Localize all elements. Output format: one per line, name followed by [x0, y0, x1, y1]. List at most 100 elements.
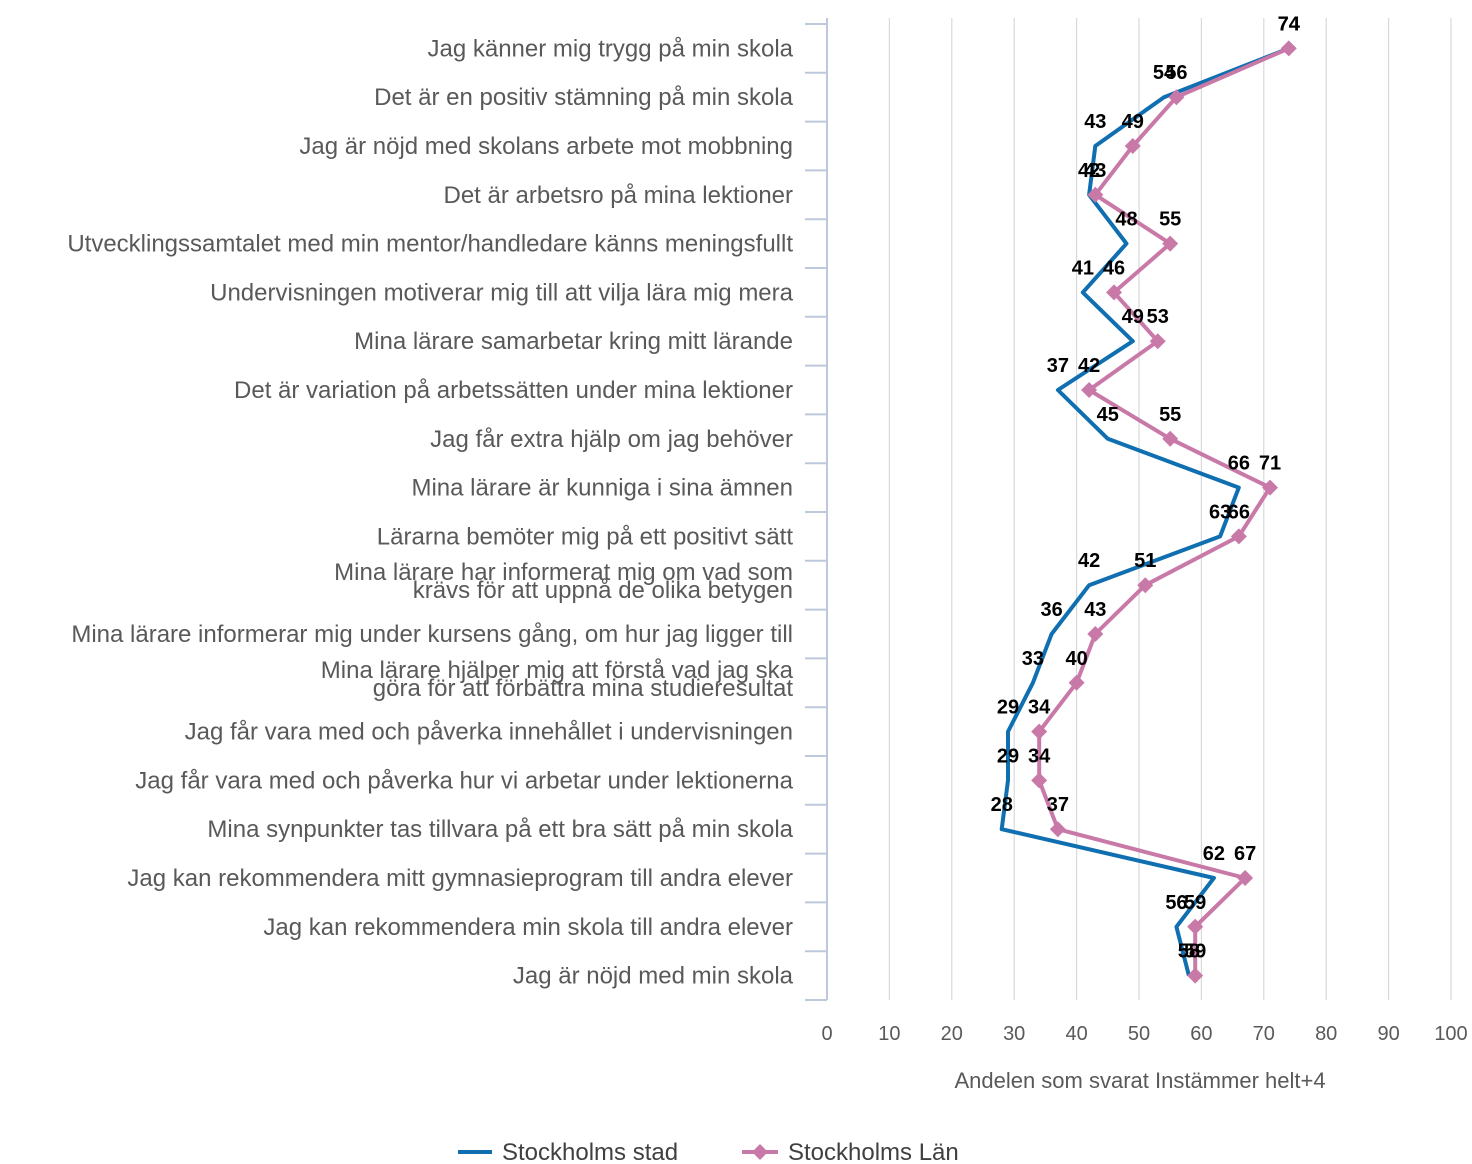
grid-lines	[888, 18, 1452, 1000]
data-label-stockholms-l-n: 67	[1234, 843, 1256, 865]
category-label: Lärarna bemöter mig på ett positivt sätt	[377, 523, 794, 550]
point-stockholms-l-n	[1106, 284, 1123, 301]
point-stockholms-l-n	[1124, 138, 1141, 154]
legend: Stockholms stad Stockholms Län	[458, 1139, 959, 1164]
data-label-stockholms-stad: 49	[1122, 306, 1144, 328]
series-line-stockholms-l-n	[1037, 46, 1290, 976]
point-stockholms-l-n	[1049, 821, 1066, 838]
x-tick-100: 100	[1434, 1023, 1467, 1045]
data-label-stockholms-l-n: 59	[1184, 892, 1206, 914]
x-tick-labels: 0 10 20 30 40 50 60 70 80 90 100	[821, 1023, 1467, 1045]
data-label-stockholms-l-n: 53	[1147, 306, 1169, 328]
category-label: Jag får extra hjälp om jag behöver	[430, 426, 793, 453]
category-label: Det är en positiv stämning på min skola	[374, 84, 794, 111]
point-stockholms-l-n	[1087, 186, 1104, 203]
point-stockholms-l-n	[1149, 333, 1166, 350]
x-tick-20: 20	[941, 1023, 963, 1045]
data-label-stockholms-stad: 29	[997, 745, 1019, 767]
data-label-stockholms-l-n: 34	[1028, 745, 1051, 767]
series-lines	[999, 40, 1297, 984]
data-label-stockholms-l-n: 59	[1184, 941, 1206, 963]
legend-label-stockholms-lan: Stockholms Län	[788, 1139, 959, 1164]
series-line-stockholms-stad	[999, 46, 1290, 977]
data-labels: 7454434248414937456663423633292928625658…	[991, 13, 1301, 962]
legend-label-stockholms-stad: Stockholms stad	[502, 1139, 678, 1164]
data-label-stockholms-l-n: 46	[1103, 257, 1125, 279]
data-label-stockholms-l-n: 37	[1047, 794, 1069, 816]
data-label-stockholms-stad: 56	[1165, 892, 1187, 914]
category-label: Det är variation på arbetssätten under m…	[234, 377, 793, 404]
category-label: Mina lärare informerar mig under kursens…	[71, 621, 793, 648]
category-label: Jag känner mig trygg på min skola	[427, 35, 793, 62]
point-stockholms-l-n	[1031, 772, 1048, 789]
category-label: Jag är nöjd med skolans arbete mot mobbn…	[299, 133, 793, 160]
data-label-stockholms-stad: 54	[1153, 62, 1176, 84]
category-label: Mina lärare hjälper mig att förstå vad j…	[321, 657, 794, 702]
data-label-stockholms-l-n: 51	[1134, 550, 1156, 572]
data-label-stockholms-stad: 41	[1072, 257, 1094, 279]
x-tick-10: 10	[878, 1023, 900, 1045]
category-label: Mina lärare har informerat mig om vad so…	[334, 559, 793, 604]
data-label-stockholms-l-n: 55	[1159, 209, 1181, 231]
data-label-stockholms-l-n: 34	[1028, 697, 1051, 719]
point-stockholms-l-n	[1031, 723, 1048, 740]
data-label-stockholms-stad: 42	[1078, 160, 1100, 182]
data-label-stockholms-stad: 42	[1078, 550, 1100, 572]
legend-marker-stockholms-lan	[752, 1144, 768, 1160]
data-label-stockholms-stad: 37	[1047, 355, 1069, 377]
data-label-stockholms-stad: 33	[1022, 648, 1044, 670]
data-label-stockholms-stad: 28	[991, 794, 1013, 816]
data-label-stockholms-l-n: 66	[1228, 501, 1250, 523]
data-label-stockholms-stad: 43	[1084, 111, 1106, 133]
category-label: Undervisningen motiverar mig till att vi…	[210, 279, 794, 306]
point-stockholms-l-n	[1237, 870, 1254, 886]
x-axis-title: Andelen som svarat Instämmer helt+4	[954, 1068, 1325, 1093]
point-stockholms-l-n	[1262, 479, 1279, 496]
category-axis	[805, 18, 828, 1001]
x-tick-40: 40	[1065, 1023, 1087, 1045]
data-label-stockholms-stad: 63	[1209, 501, 1231, 523]
point-stockholms-l-n	[1230, 528, 1247, 545]
category-label: Utvecklingssamtalet med min mentor/handl…	[67, 231, 793, 258]
category-label: Jag får vara med och påverka hur vi arbe…	[135, 767, 793, 794]
point-stockholms-l-n	[1162, 235, 1179, 252]
x-tick-50: 50	[1128, 1023, 1150, 1045]
x-tick-30: 30	[1003, 1023, 1025, 1045]
category-label: Mina lärare är kunniga i sina ämnen	[411, 475, 793, 502]
category-label: Jag får vara med och påverka innehållet …	[185, 719, 793, 746]
category-label: Mina lärare samarbetar kring mitt lärand…	[354, 328, 793, 355]
point-stockholms-l-n	[1168, 89, 1185, 106]
point-stockholms-l-n	[1137, 577, 1154, 594]
data-label-stockholms-l-n: 43	[1084, 599, 1106, 621]
x-tick-80: 80	[1315, 1023, 1337, 1045]
data-label-stockholms-stad: 45	[1097, 404, 1119, 426]
data-label-stockholms-stad: 62	[1203, 843, 1225, 865]
point-stockholms-l-n	[1187, 967, 1204, 984]
data-label-stockholms-l-n: 56	[1165, 62, 1187, 84]
x-tick-60: 60	[1190, 1023, 1212, 1045]
data-label-stockholms-stad: 74	[1278, 13, 1301, 35]
category-label: Jag är nöjd med min skola	[513, 963, 794, 990]
data-label-stockholms-stad: 36	[1041, 599, 1063, 621]
point-stockholms-l-n	[1081, 382, 1098, 398]
point-stockholms-l-n	[1068, 674, 1085, 691]
data-label-stockholms-l-n: 74	[1278, 13, 1301, 35]
category-label: Mina synpunkter tas tillvara på ett bra …	[207, 816, 793, 843]
data-label-stockholms-stad: 58	[1178, 941, 1200, 963]
category-label: Jag kan rekommendera min skola till andr…	[263, 914, 793, 941]
data-label-stockholms-l-n: 55	[1159, 404, 1181, 426]
data-label-stockholms-stad: 66	[1228, 453, 1250, 475]
x-tick-0: 0	[821, 1023, 832, 1045]
point-stockholms-l-n	[1187, 918, 1204, 935]
point-stockholms-l-n	[1280, 40, 1297, 57]
data-label-stockholms-stad: 29	[997, 697, 1019, 719]
data-label-stockholms-l-n: 42	[1078, 355, 1100, 377]
x-tick-90: 90	[1377, 1023, 1399, 1045]
point-stockholms-l-n	[1087, 626, 1104, 642]
point-stockholms-l-n	[1162, 430, 1179, 447]
x-tick-70: 70	[1253, 1023, 1275, 1045]
category-label: Jag kan rekommendera mitt gymnasieprogra…	[127, 865, 793, 892]
data-label-stockholms-l-n: 49	[1122, 111, 1144, 133]
category-label: Det är arbetsro på mina lektioner	[444, 182, 794, 209]
